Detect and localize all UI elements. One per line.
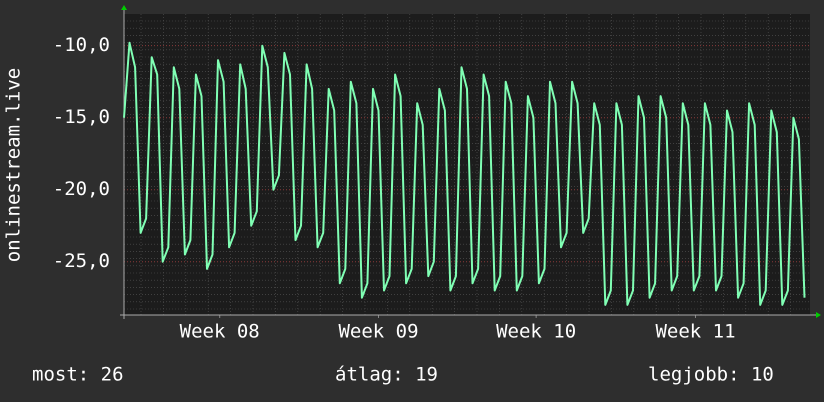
x-tick-label: Week 09 <box>338 321 418 343</box>
legend-average: átlag: 19 <box>335 364 438 386</box>
y-tick-label: -15,0 <box>53 106 110 128</box>
y-tick-label: -10,0 <box>53 34 110 56</box>
legend-best: legjobb: 10 <box>648 364 774 386</box>
axis-arrow <box>121 5 127 10</box>
y-tick-label: -20,0 <box>53 178 110 200</box>
x-tick-label: Week 08 <box>180 321 260 343</box>
x-tick-label: Week 10 <box>496 321 576 343</box>
y-axis-label: onlinestream.live <box>3 68 25 262</box>
y-tick-label: -25,0 <box>53 250 110 272</box>
x-tick-label: Week 11 <box>655 321 735 343</box>
axis-arrow <box>816 312 821 318</box>
data-line <box>123 41 806 306</box>
legend-current: most: 26 <box>32 364 124 386</box>
